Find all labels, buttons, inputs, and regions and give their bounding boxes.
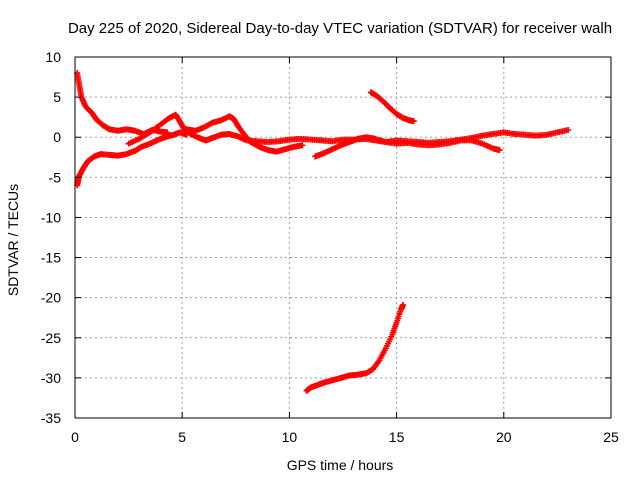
y-tick-label: 0 xyxy=(53,129,61,145)
series-arc-6 xyxy=(367,89,417,125)
grid-lines xyxy=(75,57,611,418)
data-point xyxy=(400,301,407,308)
series-arc-2 xyxy=(74,129,190,189)
y-tick-label: -20 xyxy=(41,290,61,306)
x-tick-label: 10 xyxy=(282,429,298,445)
y-tick-label: -35 xyxy=(41,410,61,426)
data-point xyxy=(410,118,417,125)
x-tick-label: 5 xyxy=(178,429,186,445)
series-arc-4 xyxy=(183,113,306,155)
y-axis-label: SDTVAR / TECUs xyxy=(5,184,21,296)
x-tick-label: 20 xyxy=(496,429,512,445)
x-axis-label: GPS time / hours xyxy=(287,457,394,473)
y-tick-label: 10 xyxy=(45,49,61,65)
series-arc-5 xyxy=(312,134,503,160)
data-point xyxy=(496,147,503,154)
x-tick-label: 0 xyxy=(71,429,79,445)
data-point xyxy=(299,142,306,149)
y-tick-label: -30 xyxy=(41,370,61,386)
data-markers xyxy=(74,70,572,394)
axis-ticks: 0 5 10 15 20 25 10 5 0 -5 -10 -15 -20 -25 -30 -35 xyxy=(41,49,619,445)
plot-frame xyxy=(74,56,612,419)
y-tick-label: 5 xyxy=(53,89,61,105)
y-tick-label: -5 xyxy=(49,169,62,185)
y-tick-label: -15 xyxy=(41,250,61,266)
y-tick-label: -10 xyxy=(41,209,61,225)
data-point xyxy=(565,127,572,134)
y-tick-label: -25 xyxy=(41,330,61,346)
x-tick-label: 15 xyxy=(389,429,405,445)
x-tick-label: 25 xyxy=(603,429,619,445)
series-arc-7 xyxy=(303,301,407,394)
chart-title: Day 225 of 2020, Sidereal Day-to-day VTE… xyxy=(68,20,612,37)
